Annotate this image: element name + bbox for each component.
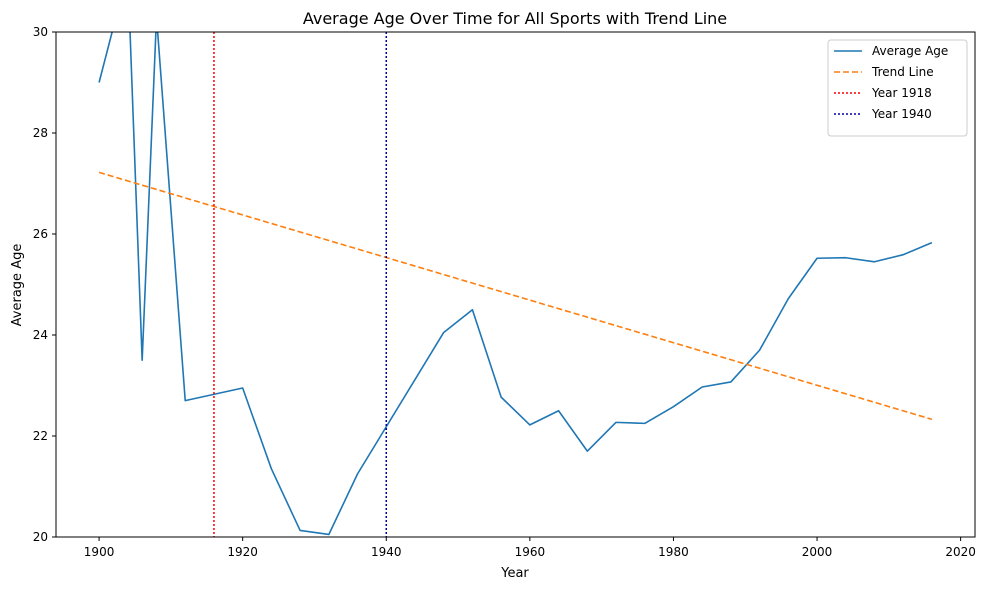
x-tick-label: 2000	[802, 545, 833, 559]
x-tick-label: 1920	[227, 545, 258, 559]
legend: Average Age Trend Line Year 1918 Year 1940	[827, 39, 968, 137]
chart-title: Average Age Over Time for All Sports wit…	[303, 9, 727, 28]
legend-label: Year 1918	[871, 86, 932, 100]
y-tick-label: 22	[33, 429, 48, 443]
x-tick-label: 1960	[515, 545, 546, 559]
legend-label: Average Age	[872, 44, 948, 58]
y-tick-label: 26	[33, 227, 48, 241]
legend-box	[827, 39, 968, 137]
x-tick-label: 2020	[945, 545, 976, 559]
x-tick-label: 1980	[658, 545, 689, 559]
x-tick-label: 1940	[371, 545, 402, 559]
legend-label: Year 1940	[871, 107, 932, 121]
series-average-age-line	[98, 32, 933, 536]
x-axis-label: Year	[500, 566, 529, 581]
y-tick-label: 30	[33, 25, 48, 39]
legend-label: Trend Line	[871, 65, 934, 79]
y-tick-label: 24	[33, 328, 48, 342]
plot-frame	[55, 31, 976, 538]
plot-area	[56, 32, 975, 537]
x-tick-label: 1900	[84, 545, 115, 559]
y-tick-label: 28	[33, 126, 48, 140]
y-axis-label: Average Age	[10, 244, 25, 327]
y-tick-label: 20	[33, 530, 48, 544]
series-trend-line-line	[98, 171, 933, 421]
